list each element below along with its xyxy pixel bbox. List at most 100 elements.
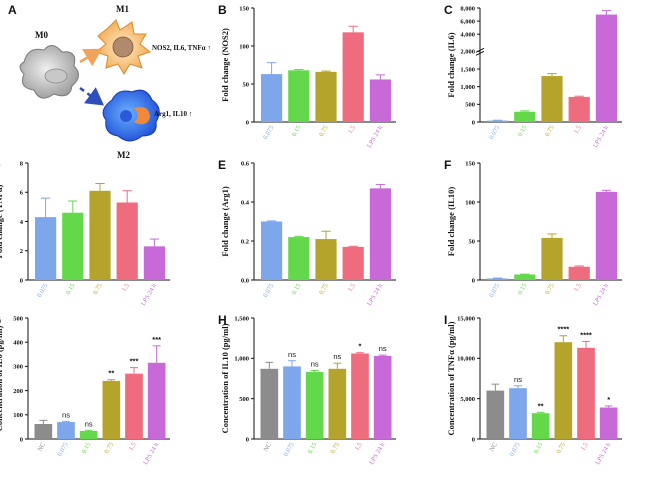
- category-label: 0.75: [544, 283, 556, 296]
- y-tick-label: 100: [13, 412, 23, 419]
- significance-label: ***: [130, 357, 139, 366]
- bar: [305, 372, 324, 439]
- axis-break-mark: [475, 50, 485, 56]
- category-label: 1.5: [573, 283, 583, 294]
- category-label: NC: [262, 442, 273, 453]
- category-label: 0.75: [555, 442, 567, 455]
- category-label: 0.15: [291, 283, 303, 296]
- panel-a-diagram: A M0 M1 M2 NOS2, IL6, TNFα ↑ Arg1, IL10 …: [8, 3, 211, 160]
- significance-label: ns: [62, 410, 70, 419]
- category-label: LPS 24 h: [366, 282, 385, 307]
- significance-label: ns: [85, 419, 93, 428]
- significance-label: ns: [333, 352, 341, 361]
- significance-label: ***: [152, 335, 161, 344]
- bar: [509, 388, 527, 439]
- category-label: 0.15: [517, 283, 529, 296]
- category-label: 0.075: [488, 125, 501, 141]
- y-tick-label: 0: [472, 436, 475, 443]
- bar: [531, 413, 550, 439]
- chart-c: C 0 500 1,000 1,500 2,000 4,000 6,000 8,000 Fold …: [444, 3, 622, 149]
- y-axis-label: Fold change (IL10): [446, 187, 456, 257]
- panel-label-d: D: [0, 158, 1, 172]
- category-label: 0.075: [488, 283, 501, 299]
- category-label: 0.075: [36, 283, 49, 299]
- axis-break-mark: [475, 47, 485, 53]
- y-tick-label: 500: [13, 315, 23, 322]
- y-tick-label: 1,500: [460, 66, 475, 73]
- y-tick-label: 2,000: [460, 49, 475, 56]
- y-tick-label: 0.6: [241, 160, 250, 167]
- bar: [351, 353, 369, 439]
- category-label: NC: [36, 442, 47, 453]
- panel-label-e: E: [218, 158, 226, 172]
- bar: [315, 239, 337, 280]
- bar: [34, 217, 57, 280]
- bar: [373, 355, 392, 439]
- panel-label-a: A: [8, 3, 17, 17]
- bar: [342, 246, 364, 280]
- m2-label: M2: [117, 150, 130, 160]
- bar: [486, 120, 509, 122]
- category-label: 0.075: [282, 442, 295, 458]
- m2-markers: Arg1, IL10 ↑: [154, 110, 192, 118]
- bar: [288, 237, 310, 280]
- category-label: 1.5: [347, 125, 357, 136]
- m0-to-m2-arrow: [79, 86, 105, 106]
- panel-label-g: G: [0, 313, 1, 327]
- bar: [328, 368, 347, 439]
- chart-panels: B 0 50 100 150 Fold change (NOS2) 0.075 0.15 0.7…: [0, 3, 622, 466]
- bar: [34, 423, 53, 439]
- category-label: 0.75: [544, 125, 556, 138]
- y-tick-label: 150: [239, 5, 249, 12]
- chart-d: D 0 2 4 6 8 Fold change (TNFα) 0.075 0.15 0.75 1.5…: [0, 158, 170, 307]
- y-tick-label: 0: [20, 436, 23, 443]
- bar: [116, 202, 138, 280]
- bar: [577, 347, 595, 439]
- category-label: 0.075: [56, 442, 69, 458]
- panel-label-b: B: [218, 3, 227, 17]
- category-label: 0.75: [329, 442, 341, 455]
- bar: [514, 274, 536, 280]
- significance-label: ****: [557, 325, 569, 334]
- bar: [595, 191, 618, 280]
- chart-e: E 0.0 0.2 0.4 0.6 Fold change (Arg1) 0.075 0.15…: [218, 158, 396, 307]
- bar: [57, 422, 75, 439]
- bar: [568, 266, 590, 280]
- bar: [554, 342, 573, 439]
- bar: [125, 373, 143, 439]
- category-label: 0.075: [262, 125, 275, 141]
- bar: [315, 71, 337, 122]
- category-label: 0.15: [307, 442, 319, 455]
- bar: [143, 246, 166, 280]
- panel-label-f: F: [444, 158, 451, 172]
- bar: [79, 431, 98, 439]
- significance-label: ns: [311, 359, 319, 368]
- y-tick-label: 500: [465, 102, 475, 109]
- category-label: LPS 24 h: [592, 282, 611, 307]
- category-label: LPS 24 h: [140, 282, 159, 307]
- y-tick-label: 50: [469, 238, 476, 245]
- category-label: 0.075: [508, 442, 521, 458]
- category-label: 0.15: [65, 283, 77, 296]
- bar: [541, 237, 563, 280]
- y-tick-label: 6,000: [460, 18, 475, 25]
- m2-cell-icon: [102, 89, 160, 142]
- category-label: LPS 24 h: [368, 441, 387, 466]
- significance-label: **: [108, 369, 114, 378]
- significance-label: *: [607, 395, 610, 404]
- bar: [260, 368, 279, 439]
- bar: [89, 190, 111, 280]
- m1-markers: NOS2, IL6, TNFα ↑: [152, 44, 211, 52]
- y-axis-label: Fold change (NOS2): [220, 28, 230, 102]
- y-tick-label: 4: [20, 219, 24, 226]
- category-label: 0.075: [262, 283, 275, 299]
- y-tick-label: 200: [13, 388, 23, 395]
- y-tick-label: 5,000: [460, 396, 475, 403]
- y-tick-label: 400: [13, 340, 23, 347]
- y-axis-label: Fold change (IL6): [446, 32, 456, 97]
- category-label: 0.75: [92, 283, 104, 296]
- category-label: 0.75: [318, 283, 330, 296]
- y-tick-label: 0: [472, 277, 475, 284]
- category-label: LPS 24 h: [366, 124, 385, 149]
